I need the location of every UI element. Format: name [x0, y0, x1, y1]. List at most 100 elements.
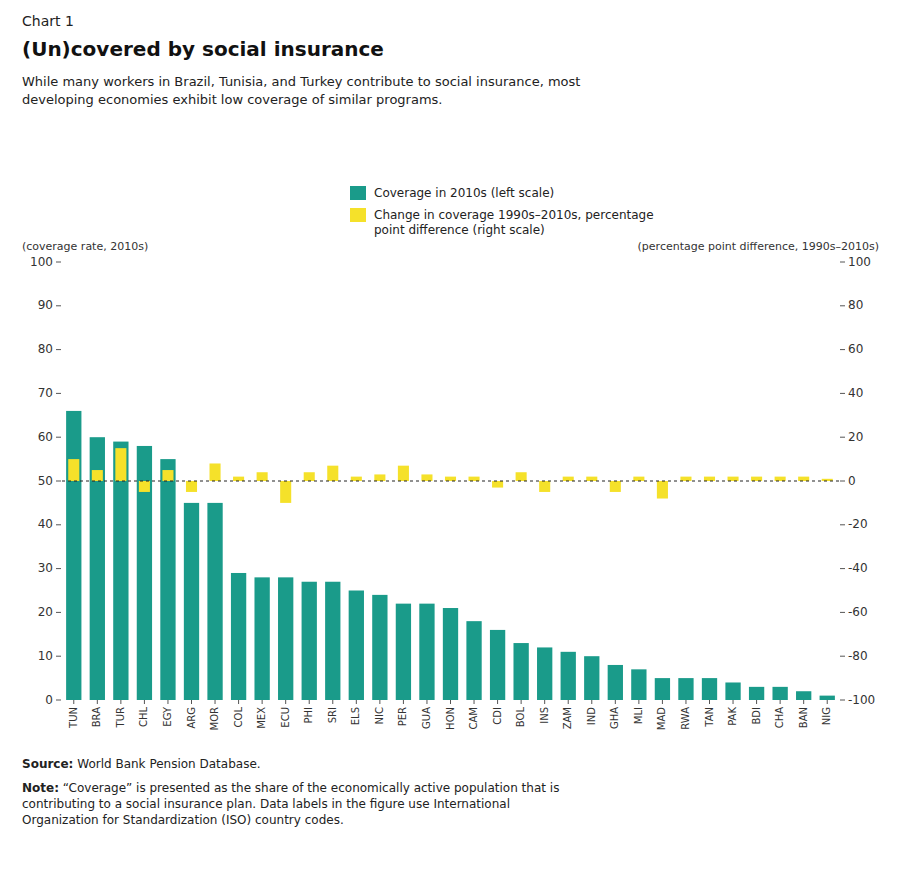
y-tick-label: 50	[38, 474, 53, 488]
chart-label: Chart 1	[22, 13, 74, 29]
y-axis: 0102030405060708090100	[30, 255, 61, 707]
y2-tick	[840, 437, 845, 438]
bar	[469, 477, 480, 481]
x-tick	[191, 700, 192, 704]
x-tick-label: IND	[586, 707, 597, 725]
bar	[304, 472, 315, 481]
bar	[796, 691, 811, 700]
x-tick-label: BOL	[515, 707, 526, 728]
y2-tick-label: -80	[848, 649, 868, 663]
x-tick	[827, 700, 828, 704]
x-tick-label: NIG	[821, 707, 832, 725]
x-tick-label: GHA	[609, 707, 620, 729]
y2-tick	[840, 393, 845, 394]
bar	[516, 472, 527, 481]
x-tick-label: PHI	[303, 707, 314, 724]
x-tick-label: TUN	[68, 707, 79, 729]
x-tick-label: CDI	[492, 707, 503, 725]
y-tick	[56, 656, 61, 657]
bar	[657, 481, 668, 499]
x-tick	[803, 700, 804, 704]
title: (Un)covered by social insurance	[22, 37, 384, 61]
bar	[584, 656, 599, 700]
x-tick-label: MEX	[256, 707, 267, 729]
y-tick	[56, 568, 61, 569]
y-tick	[56, 612, 61, 613]
bar	[725, 682, 740, 700]
y-tick	[56, 700, 61, 701]
x-tick-label: ECU	[280, 707, 291, 728]
x-tick-label: MAD	[656, 707, 667, 730]
y2-tick	[840, 700, 845, 701]
footnote-line: Note: “Coverage” is presented as the sha…	[22, 781, 559, 795]
bars	[66, 411, 835, 700]
footnote-head: Note:	[22, 781, 59, 795]
bar	[374, 474, 385, 481]
bar	[207, 503, 222, 700]
bar	[466, 621, 481, 700]
bar	[254, 577, 269, 700]
bar	[162, 470, 173, 481]
x-tick	[379, 700, 380, 704]
x-tick-label: ELS	[350, 707, 361, 725]
bar	[539, 481, 550, 492]
x-tick	[521, 700, 522, 704]
bar	[92, 470, 103, 481]
legend-swatch	[350, 186, 366, 200]
legend-entry: Coverage in 2010s (left scale)	[374, 186, 554, 200]
x-tick	[615, 700, 616, 704]
y-tick	[56, 437, 61, 438]
zero-line	[62, 481, 839, 482]
y2-tick-label: 100	[848, 255, 871, 269]
x-tick	[497, 700, 498, 704]
x-tick-label: INS	[539, 707, 550, 724]
y-tick-label: 20	[38, 605, 53, 619]
bar	[210, 463, 221, 481]
y2-tick	[840, 656, 845, 657]
y2-tick-label: 80	[848, 298, 863, 312]
bar	[537, 647, 552, 700]
legend-line: Coverage in 2010s (left scale)	[374, 186, 554, 200]
bar	[396, 604, 411, 700]
bar	[302, 582, 317, 700]
bar	[633, 477, 644, 481]
x-tick	[262, 700, 263, 704]
bar	[186, 481, 197, 492]
bar	[325, 582, 340, 700]
x-tick	[662, 700, 663, 704]
x-tick	[309, 700, 310, 704]
x-tick	[144, 700, 145, 704]
y-tick-label: 0	[45, 693, 53, 707]
bar	[586, 477, 597, 481]
x-tick	[167, 700, 168, 704]
bar	[398, 466, 409, 481]
y2-tick-label: 60	[848, 342, 863, 356]
x-tick	[709, 700, 710, 704]
y2-tick-label: 20	[848, 430, 863, 444]
y2-tick	[840, 612, 845, 613]
y2-tick-label: -20	[848, 517, 868, 531]
bar	[563, 477, 574, 481]
y-tick	[56, 393, 61, 394]
bar	[702, 678, 717, 700]
y2-tick-label: 0	[848, 474, 856, 488]
y2-axis-label: (percentage point difference, 1990s–2010…	[638, 240, 879, 253]
bar	[610, 481, 621, 492]
x-tick	[73, 700, 74, 704]
x-tick	[332, 700, 333, 704]
bar	[113, 442, 128, 700]
bar	[751, 477, 762, 481]
subtitle-line: developing economies exhibit low coverag…	[22, 92, 442, 107]
y-tick	[56, 481, 61, 482]
bar	[680, 477, 691, 481]
x-tick-label: RWA	[680, 707, 691, 730]
bar	[772, 687, 787, 700]
bar	[492, 481, 503, 488]
x-tick-label: PER	[397, 707, 408, 726]
bar	[351, 477, 362, 481]
bar	[231, 573, 246, 700]
footnote: Note: “Coverage” is presented as the sha…	[22, 781, 559, 827]
y2-tick-label: 40	[848, 386, 863, 400]
bar	[749, 687, 764, 700]
bar	[68, 459, 79, 481]
